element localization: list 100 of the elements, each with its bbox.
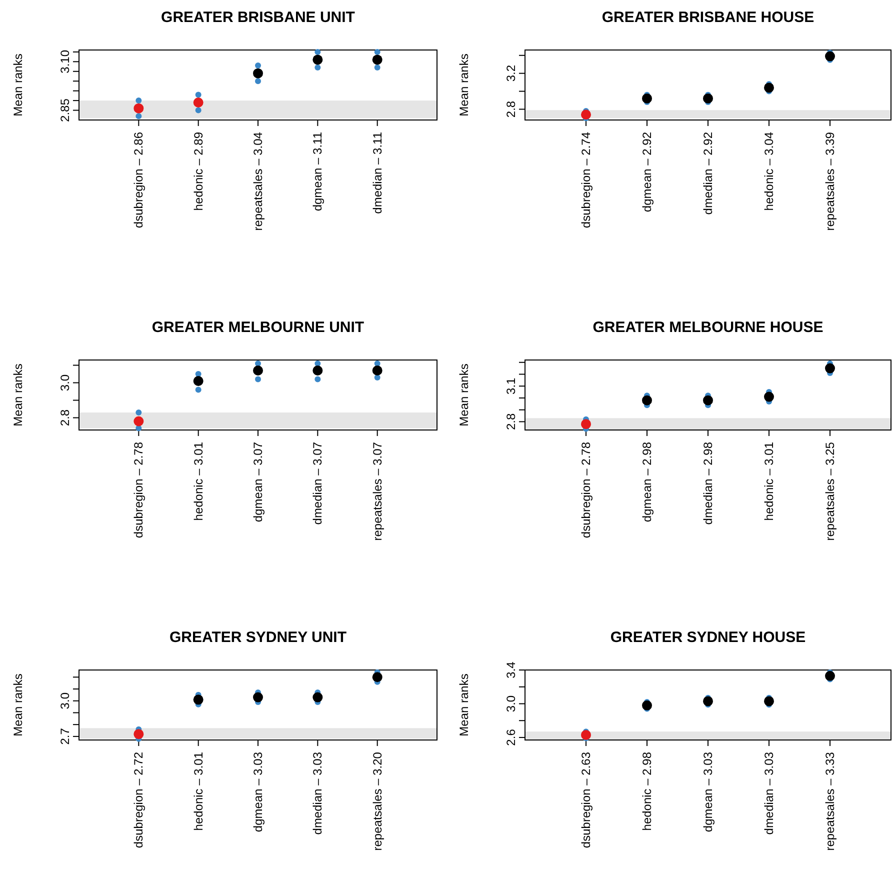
point <box>314 376 321 382</box>
point <box>195 92 202 98</box>
x-tick-label: hedonic – 3.04 <box>762 132 776 211</box>
point <box>134 729 144 740</box>
point <box>764 696 774 706</box>
x-tick-label: dgmean – 2.92 <box>640 132 654 212</box>
y-tick-label: 3.0 <box>504 695 518 712</box>
y-axis-title: Mean ranks <box>11 54 25 116</box>
chart-title: GREATER SYDNEY UNIT <box>170 629 346 646</box>
y-tick-label: 2.6 <box>504 728 518 746</box>
x-tick-label: dsubregion – 2.78 <box>579 442 593 538</box>
point <box>581 110 591 120</box>
point <box>312 692 323 702</box>
x-tick-label: dgmean – 3.03 <box>701 752 715 832</box>
y-tick-label: 2.8 <box>504 413 518 430</box>
y-tick-label: 3.2 <box>504 64 518 82</box>
x-tick-label: repeatsales – 3.04 <box>251 132 265 231</box>
y-tick-label: 2.8 <box>504 100 518 118</box>
point <box>253 692 263 702</box>
point <box>825 670 835 681</box>
x-tick-label: repeatsales – 3.20 <box>370 752 384 851</box>
point <box>764 392 774 402</box>
point <box>374 64 380 70</box>
chart-title: GREATER MELBOURNE UNIT <box>152 319 364 336</box>
point <box>193 98 204 108</box>
point <box>703 93 713 104</box>
y-tick-label: 3.1 <box>504 377 518 394</box>
x-tick-label: hedonic – 3.01 <box>191 752 206 831</box>
x-tick-label: dgmean – 3.07 <box>251 442 265 522</box>
x-tick-label: dsubregion – 2.86 <box>132 132 146 228</box>
point <box>195 371 202 377</box>
x-tick-label: hedonic – 3.01 <box>191 442 206 521</box>
x-tick-label: repeatsales – 3.33 <box>823 752 837 851</box>
x-tick-label: dmedian – 3.07 <box>310 442 325 525</box>
x-tick-label: dmedian – 3.11 <box>370 132 384 214</box>
x-tick-label: repeatsales – 3.07 <box>370 442 384 541</box>
x-tick-label: dsubregion – 2.72 <box>132 752 146 848</box>
chart-title: GREATER BRISBANE HOUSE <box>602 9 814 26</box>
point <box>255 62 261 69</box>
y-tick-label: 3.4 <box>504 661 518 678</box>
point <box>136 98 142 104</box>
point <box>764 82 774 93</box>
y-axis-title: Mean ranks <box>457 674 471 736</box>
x-tick-label: hedonic – 2.98 <box>640 752 654 831</box>
y-tick-label: 3.0 <box>58 692 72 710</box>
point <box>372 366 382 376</box>
y-axis-title: Mean ranks <box>457 54 471 116</box>
y-tick-label: 3.10 <box>58 50 72 74</box>
point <box>642 395 652 406</box>
x-tick-label: hedonic – 3.01 <box>762 442 776 521</box>
point <box>314 64 321 70</box>
y-tick-label: 2.85 <box>58 98 72 122</box>
point <box>642 700 652 710</box>
x-tick-label: repeatsales – 3.25 <box>823 442 837 541</box>
y-axis-title: Mean ranks <box>11 364 25 426</box>
point <box>255 78 261 84</box>
x-tick-label: dsubregion – 2.74 <box>579 132 593 228</box>
x-tick-label: repeatsales – 3.39 <box>823 132 837 231</box>
y-tick-label: 2.8 <box>58 409 72 426</box>
x-tick-label: dgmean – 3.03 <box>251 752 265 832</box>
point <box>136 410 142 416</box>
point <box>312 366 323 376</box>
point <box>703 696 713 706</box>
point <box>374 360 380 366</box>
chart-title: GREATER SYDNEY HOUSE <box>610 629 806 646</box>
x-tick-label: dgmean – 3.11 <box>310 132 325 212</box>
point <box>195 386 202 393</box>
point <box>642 93 652 104</box>
chart-title: GREATER BRISBANE UNIT <box>161 9 355 26</box>
x-tick-label: dmedian – 3.03 <box>310 752 325 835</box>
y-axis-title: Mean ranks <box>457 364 471 426</box>
x-tick-label: dsubregion – 2.63 <box>579 752 593 848</box>
point <box>314 48 321 55</box>
point <box>255 360 261 366</box>
point <box>374 374 380 380</box>
point <box>703 395 713 406</box>
point <box>581 419 591 430</box>
x-tick-label: dmedian – 2.92 <box>701 132 715 215</box>
x-tick-label: dgmean – 2.98 <box>640 442 654 522</box>
point <box>253 366 263 376</box>
point <box>134 103 144 114</box>
point <box>374 48 380 55</box>
y-axis-title: Mean ranks <box>11 674 25 736</box>
x-tick-label: dmedian – 3.03 <box>762 752 776 835</box>
point <box>312 54 323 65</box>
point <box>314 360 321 366</box>
point <box>372 672 382 682</box>
x-tick-label: hedonic – 2.89 <box>191 132 206 211</box>
point <box>372 54 382 65</box>
y-tick-label: 2.7 <box>58 728 72 745</box>
point <box>134 416 144 426</box>
point <box>253 68 263 78</box>
y-tick-label: 3.0 <box>58 374 72 392</box>
x-tick-label: dmedian – 2.98 <box>701 442 715 525</box>
point <box>825 363 835 374</box>
x-tick-label: dsubregion – 2.78 <box>132 442 146 538</box>
point <box>193 694 204 705</box>
chart-title: GREATER MELBOURNE HOUSE <box>592 319 824 336</box>
point <box>255 376 261 382</box>
point <box>195 107 202 114</box>
